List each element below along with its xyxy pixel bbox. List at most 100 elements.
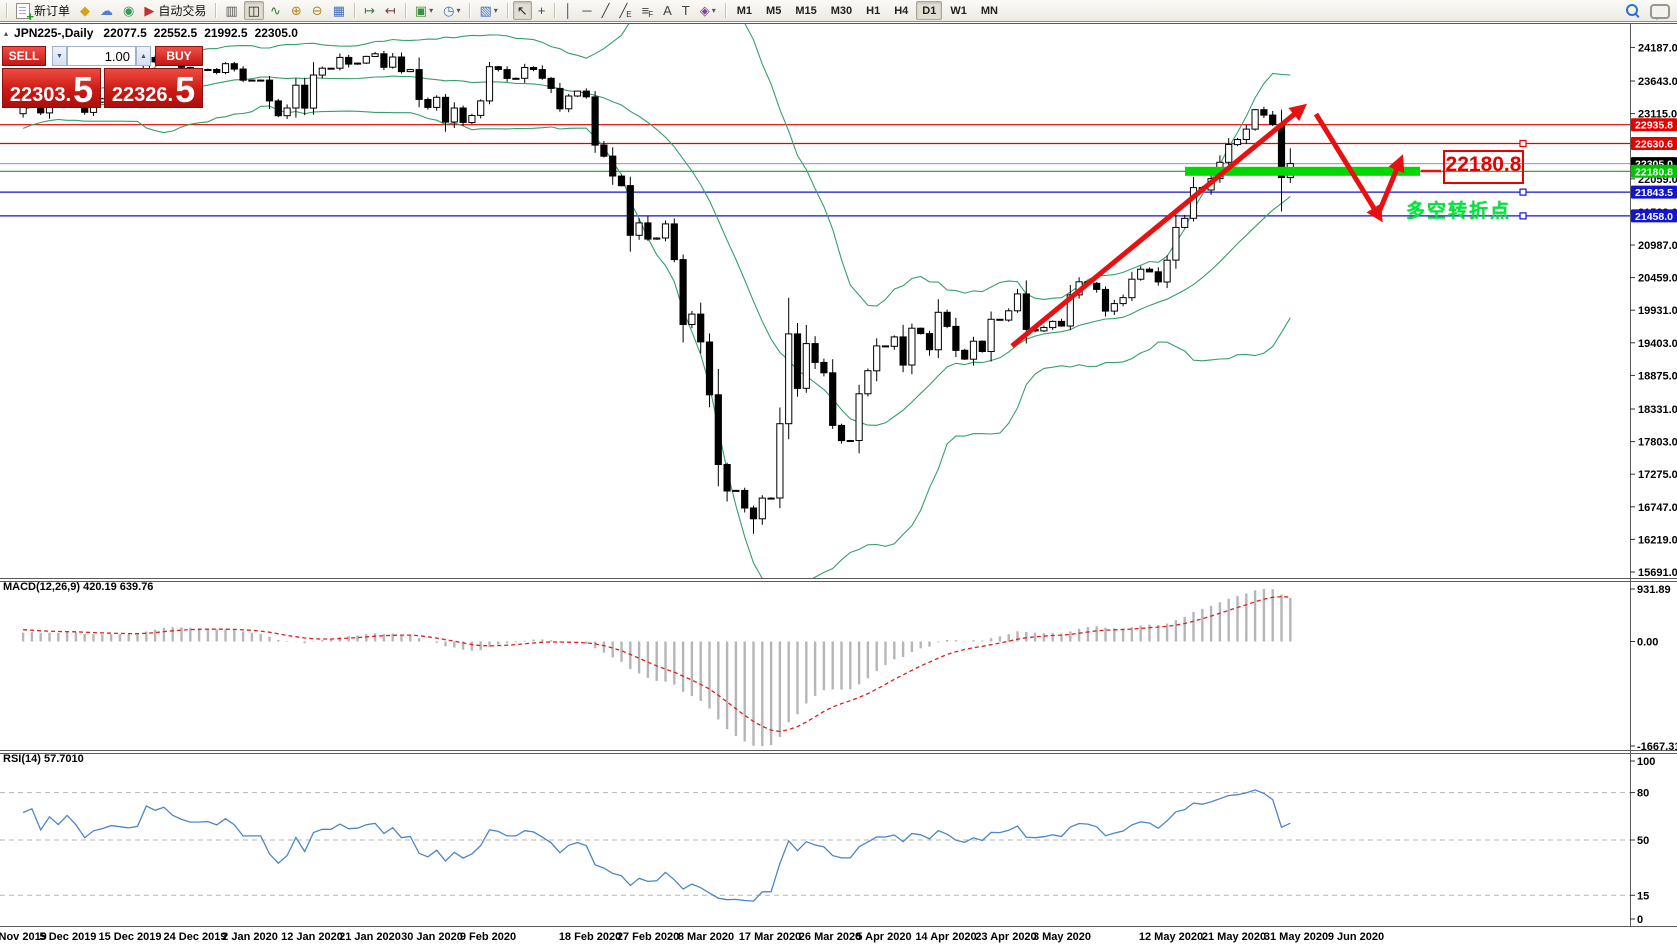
trend-zigzag-arrows[interactable] xyxy=(1010,103,1405,348)
timeframe-M1[interactable]: M1 xyxy=(731,1,758,20)
chat-button[interactable] xyxy=(1646,1,1674,20)
toolbar-separator xyxy=(6,3,7,18)
price-tick: 23115.0 xyxy=(1638,109,1677,121)
hline-handle[interactable] xyxy=(1519,212,1527,220)
chevron-down-icon: ▾ xyxy=(711,6,716,15)
horizontal-line-button[interactable]: ─ xyxy=(578,1,595,20)
hline-handle[interactable] xyxy=(1519,188,1527,196)
trendline-button[interactable]: ╱ xyxy=(598,1,614,20)
volume-decrease-button[interactable]: ▼ xyxy=(52,46,67,66)
horizontal-line-objects[interactable] xyxy=(0,124,1630,220)
turning-point-annotation[interactable]: 多空转折点 xyxy=(1406,201,1512,222)
autotrading-button-label: 自动交易 xyxy=(158,4,207,18)
buy-price-button[interactable]: 22326. 5 xyxy=(104,68,203,108)
bar-chart-icon: ▥ xyxy=(225,3,238,18)
text-icon: A xyxy=(663,3,672,18)
tile-windows-button[interactable]: ▦ xyxy=(329,1,349,20)
panel-separators[interactable] xyxy=(0,23,1677,927)
chevron-down-icon: ▾ xyxy=(429,6,434,15)
svg-text:15: 15 xyxy=(1637,890,1649,902)
periods-clock-dropdown[interactable]: ◷ ▾ xyxy=(439,1,464,20)
trendline-icon: ╱ xyxy=(601,3,610,18)
toolbar-separator xyxy=(506,3,508,18)
cursor-button[interactable]: ↖ xyxy=(512,1,532,20)
rsi-line xyxy=(22,789,1291,902)
date-label: 26 Mar 2020 xyxy=(799,931,861,943)
price-tick: 19403.0 xyxy=(1638,338,1677,350)
price-tick: 18331.0 xyxy=(1638,404,1677,416)
crosshair-button[interactable]: + xyxy=(534,1,550,20)
equidistant-channel-icon: ╱ xyxy=(619,3,628,18)
text-label-button[interactable]: T xyxy=(678,1,694,20)
timeframe-D1[interactable]: D1 xyxy=(916,1,943,20)
sell-price-button[interactable]: 22303. 5 xyxy=(2,68,101,108)
toolbar-separator xyxy=(353,3,355,18)
timeframe-W1[interactable]: W1 xyxy=(944,1,973,20)
gold-symbols-button[interactable]: ◆ xyxy=(76,1,94,20)
buy-price-main: 22326. xyxy=(111,84,174,106)
ohlc-low: 21992.5 xyxy=(204,26,248,40)
date-label: 21 Jan 2020 xyxy=(339,931,401,943)
volume-increase-button[interactable]: ▲ xyxy=(136,46,151,66)
price-badge-text: 22630.6 xyxy=(1635,139,1673,151)
new-order-button[interactable]: 新订单 xyxy=(12,1,74,24)
date-label: 3 May 2020 xyxy=(1033,931,1091,943)
price-tick: 20459.0 xyxy=(1638,273,1677,285)
signals-button[interactable]: ◉ xyxy=(119,1,138,20)
candlestick-chart-button[interactable]: ◫ xyxy=(243,1,264,20)
price-badge-text: 22935.8 xyxy=(1635,120,1673,132)
arrows-dropdown[interactable]: ◈ ▾ xyxy=(696,1,720,20)
svg-text:50: 50 xyxy=(1637,835,1649,847)
svg-text:100: 100 xyxy=(1637,756,1655,768)
date-label: 27 Feb 2020 xyxy=(617,931,679,943)
autotrading-icon: ▶ xyxy=(144,3,155,18)
price-badge-text: 21458.0 xyxy=(1635,211,1673,223)
price-badge xyxy=(1631,137,1677,150)
volume-input[interactable] xyxy=(67,46,136,66)
cursor-icon: ↖ xyxy=(516,3,528,18)
date-label: 30 Jan 2020 xyxy=(401,931,463,943)
svg-text:0.00: 0.00 xyxy=(1637,637,1658,649)
zoom-in-button[interactable]: ⊕ xyxy=(287,1,306,20)
gold-symbols-icon: ◆ xyxy=(80,3,91,18)
vertical-line-button[interactable]: │ xyxy=(560,1,576,20)
price-tick: 15691.0 xyxy=(1638,567,1677,579)
rsi-axis: 100 80 50 15 0 xyxy=(1630,756,1655,926)
auto-scroll-button[interactable]: ↦ xyxy=(360,1,379,20)
search-button[interactable] xyxy=(1621,1,1644,20)
date-label: 21 May 2020 xyxy=(1202,931,1266,943)
support-highlight-bar[interactable] xyxy=(1185,166,1420,176)
candles xyxy=(19,46,1294,534)
community-button[interactable]: ☁ xyxy=(96,1,117,20)
toolbar-separator xyxy=(215,3,217,18)
indicators-dropdown[interactable]: ▧ ▾ xyxy=(475,1,501,20)
price-annotation-label[interactable]: 22180.8 xyxy=(1443,150,1524,184)
buy-button[interactable]: BUY xyxy=(155,46,203,66)
date-label: 18 Feb 2020 xyxy=(559,931,621,943)
indicators-icon: ▧ xyxy=(479,3,492,18)
fibonacci-button[interactable]: ≡ F xyxy=(638,1,657,20)
macd-axis: 931.89 0.00 -1667.31 xyxy=(1630,584,1677,753)
timeframe-M30[interactable]: M30 xyxy=(825,1,858,20)
timeframe-MN[interactable]: MN xyxy=(975,1,1004,20)
price-tick: 16747.0 xyxy=(1638,502,1677,514)
line-chart-button[interactable]: ∿ xyxy=(266,1,285,20)
zoom-out-button[interactable]: ⊖ xyxy=(308,1,327,20)
hline-handle[interactable] xyxy=(1519,139,1527,148)
bar-chart-button[interactable]: ▥ xyxy=(221,1,241,20)
chart-corner-icon[interactable]: ▴ xyxy=(4,28,9,38)
timeframe-H1[interactable]: H1 xyxy=(860,1,886,20)
text-button[interactable]: A xyxy=(659,1,676,20)
timeframe-M15[interactable]: M15 xyxy=(789,1,822,20)
autotrading-button[interactable]: ▶ 自动交易 xyxy=(140,1,210,20)
timeframe-H4[interactable]: H4 xyxy=(888,1,914,20)
chart-shift-button[interactable]: ↤ xyxy=(381,1,400,20)
equidistant-channel-button[interactable]: ╱ E xyxy=(615,1,635,20)
new-chart-dropdown[interactable]: ▣ ▾ xyxy=(411,1,437,20)
sell-button[interactable]: SELL xyxy=(2,46,46,66)
timeframe-M5[interactable]: M5 xyxy=(760,1,787,20)
date-label: 9 Jun 2020 xyxy=(1328,931,1384,943)
chart-shift-icon: ↤ xyxy=(384,3,396,18)
price-badge xyxy=(1631,209,1677,223)
